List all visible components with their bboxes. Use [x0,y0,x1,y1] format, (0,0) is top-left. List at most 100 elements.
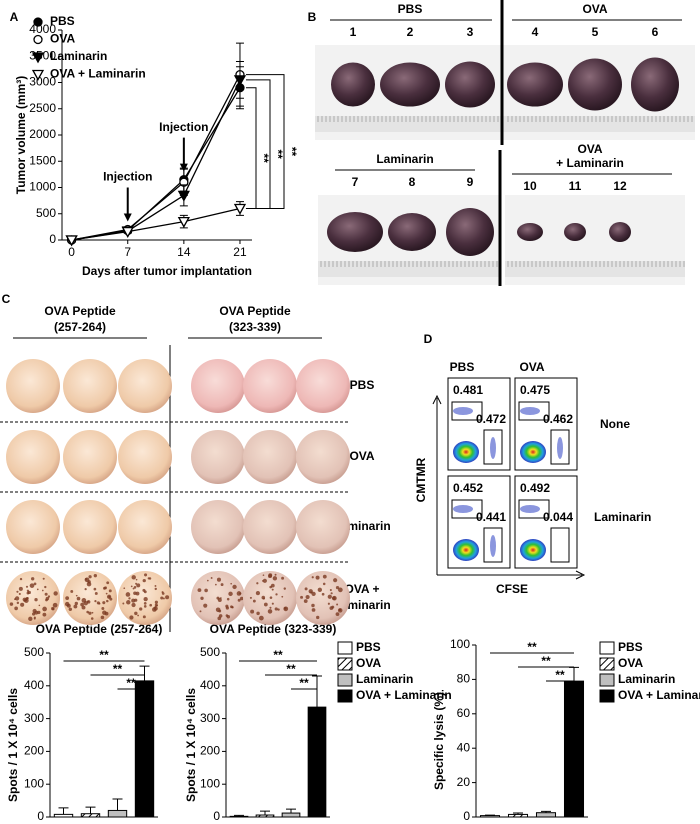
legend-label: OVA + Laminarin [618,688,700,702]
spot [144,573,148,577]
legend-swatch [337,689,353,703]
error-bar [85,806,96,814]
spot [274,607,278,611]
legend-label: OVA [618,656,643,670]
marker [177,216,190,228]
spot [142,578,146,583]
spot [18,592,21,596]
y-axis-label: Tumor volume (mm³) [14,76,28,194]
y-tick-label: 500 [24,645,44,659]
y-tick-label: 200 [24,744,44,758]
spot [322,574,327,579]
spot [52,602,58,608]
spot [327,602,330,605]
error-bar [112,798,123,811]
spot [73,604,78,609]
spot [142,615,146,619]
bar [80,813,101,818]
spot [154,587,157,591]
spot [106,599,109,603]
spot [143,596,148,602]
annotation: Injection [159,120,208,134]
spot [18,586,23,591]
group-label: PBS [398,2,423,16]
cell-cloud [490,437,496,459]
series-line [71,87,241,241]
error-bar [569,666,579,682]
well [191,359,245,413]
well [296,571,350,625]
tumor [568,58,622,111]
error-bar [286,808,296,814]
spot [304,587,308,591]
gate [483,429,503,465]
y-tick-label: 0 [49,232,56,246]
panel-label: D [424,332,433,346]
error-bar [260,810,270,816]
legend-label: PBS [50,14,75,28]
tumor-number: 1 [350,25,357,39]
spot [30,577,35,581]
spot [311,603,315,608]
marker [177,190,190,202]
cell-cloud [557,437,563,459]
x-tick-label: 7 [124,245,131,259]
spot [94,600,97,603]
spot [256,611,260,616]
spot [160,596,164,600]
spot [333,578,338,583]
spot [267,609,273,614]
spot [139,607,143,611]
significance-bracket [245,79,271,209]
spot [283,606,289,612]
spot [215,583,217,586]
tumor [380,62,440,107]
legend-swatch [599,657,615,671]
spot [32,608,37,614]
spot [80,602,84,607]
well [6,571,60,625]
legend-label: Laminarin [618,672,675,686]
spot [42,606,47,612]
tumor-number: 7 [352,175,359,189]
tumor-number: 5 [592,25,599,39]
y-tick-label: 400 [200,678,220,692]
tumor-number: 11 [569,179,582,193]
column-header: (257-264) [54,320,106,334]
row-label: None [600,417,630,431]
spot [162,597,165,600]
spot [239,592,242,595]
marker [121,226,134,238]
marker [31,52,45,64]
gate-value: 0.492 [520,481,550,495]
spot [228,591,233,597]
row-label: OVA [349,449,374,463]
legend-label: OVA + Laminarin [356,688,452,702]
spot [204,588,208,593]
spot [76,596,81,601]
bar [281,812,301,818]
spot [252,599,256,603]
panel-label: B [308,10,317,24]
legend-label: PBS [618,640,643,654]
x-tick-label: 14 [177,245,191,259]
column-header: OVA [519,360,544,374]
marker [65,235,78,247]
y-tick-label: 200 [200,744,220,758]
y-tick-label: 60 [457,706,471,720]
spot [271,602,274,605]
spot [47,595,51,598]
error-bar [139,665,150,681]
spot [311,576,314,579]
tumor-number: 4 [532,25,539,39]
column-header: OVA Peptide [219,304,291,318]
y-axis-label: Spots / 1 X 10⁴ cells [184,688,198,802]
spot [203,603,208,608]
spot [34,598,38,602]
spot [283,587,286,590]
bar [307,706,327,818]
spot [9,602,14,606]
y-tick-label: 20 [457,775,471,789]
tumor [445,61,495,108]
